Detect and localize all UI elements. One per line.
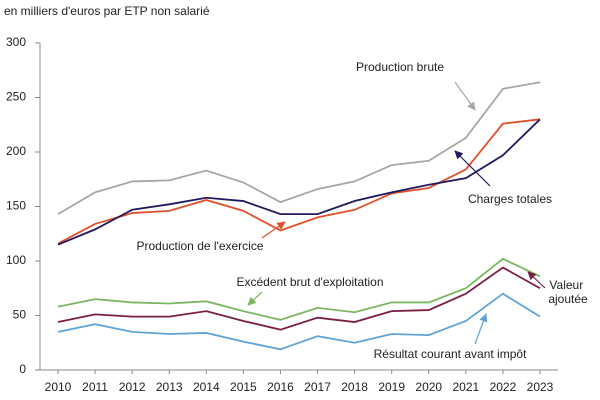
- y-tick-label: 200: [6, 144, 26, 158]
- series-line: [57, 266, 541, 331]
- y-tick-label: 300: [6, 35, 26, 49]
- series-line: [57, 292, 541, 351]
- series-label: Valeur ajoutée: [548, 278, 588, 306]
- label-arrow: [454, 81, 476, 111]
- y-tick-label: 0: [19, 362, 26, 376]
- x-tick-label: 2019: [378, 380, 405, 394]
- y-tick-label: 50: [13, 308, 27, 322]
- x-tick-label: 2017: [304, 380, 331, 394]
- series-label: Résultat courant avant impôt: [374, 347, 527, 361]
- x-tick-label: 2022: [490, 380, 517, 394]
- x-tick-label: 2020: [415, 380, 442, 394]
- x-tick-label: 2018: [341, 380, 368, 394]
- x-tick-label: 2015: [230, 380, 257, 394]
- y-tick-label: 100: [6, 253, 26, 267]
- series-label: Production de l'exercice: [136, 239, 263, 253]
- label-arrow: [247, 291, 263, 306]
- series-line: [57, 257, 541, 321]
- series-label: Production brute: [356, 60, 444, 74]
- y-tick-label: 150: [6, 199, 26, 213]
- y-tick-label: 250: [6, 90, 26, 104]
- x-tick-label: 2012: [119, 380, 146, 394]
- x-tick-label: 2011: [82, 380, 108, 394]
- label-arrow: [454, 150, 491, 187]
- label-arrow: [474, 313, 488, 345]
- label-arrow: [261, 221, 286, 239]
- x-tick-label: 2010: [45, 380, 72, 394]
- label-arrow: [527, 271, 546, 289]
- series-label: Charges totales: [468, 192, 552, 206]
- x-tick-label: 2023: [527, 380, 554, 394]
- series-line: [57, 118, 541, 246]
- series-line: [57, 118, 541, 245]
- x-tick-label: 2016: [267, 380, 294, 394]
- series-line: [57, 81, 541, 215]
- x-tick-label: 2014: [193, 380, 220, 394]
- x-tick-label: 2013: [156, 380, 183, 394]
- subtitle: en milliers d'euros par ETP non salarié: [4, 4, 210, 18]
- series-label: Excédent brut d'exploitation: [236, 275, 383, 289]
- x-tick-label: 2021: [452, 380, 479, 394]
